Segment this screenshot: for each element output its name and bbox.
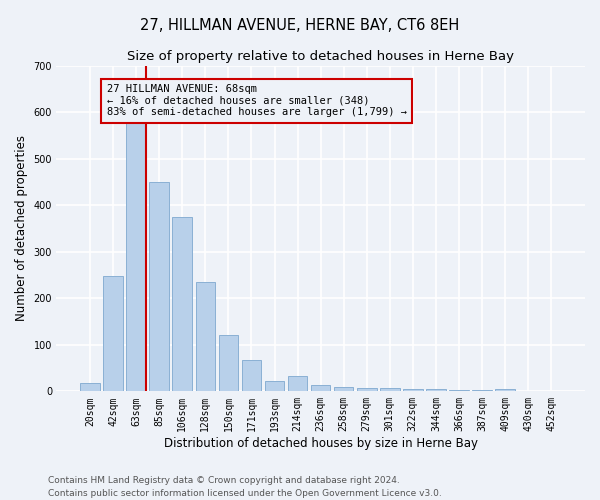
Bar <box>242 360 261 392</box>
Bar <box>495 389 515 392</box>
Bar <box>449 390 469 392</box>
Bar <box>218 336 238 392</box>
Bar <box>196 282 215 392</box>
Bar <box>172 217 192 392</box>
Bar <box>288 376 307 392</box>
Text: 27 HILLMAN AVENUE: 68sqm
← 16% of detached houses are smaller (348)
83% of semi-: 27 HILLMAN AVENUE: 68sqm ← 16% of detach… <box>107 84 407 117</box>
Bar <box>357 388 377 392</box>
Text: Contains HM Land Registry data © Crown copyright and database right 2024.
Contai: Contains HM Land Registry data © Crown c… <box>48 476 442 498</box>
Bar <box>380 388 400 392</box>
Bar <box>426 389 446 392</box>
Bar <box>311 385 331 392</box>
Bar <box>80 383 100 392</box>
Bar <box>403 389 422 392</box>
Title: Size of property relative to detached houses in Herne Bay: Size of property relative to detached ho… <box>127 50 514 63</box>
X-axis label: Distribution of detached houses by size in Herne Bay: Distribution of detached houses by size … <box>164 437 478 450</box>
Bar <box>149 182 169 392</box>
Bar <box>334 386 353 392</box>
Text: 27, HILLMAN AVENUE, HERNE BAY, CT6 8EH: 27, HILLMAN AVENUE, HERNE BAY, CT6 8EH <box>140 18 460 32</box>
Y-axis label: Number of detached properties: Number of detached properties <box>15 136 28 322</box>
Bar <box>103 276 123 392</box>
Bar <box>265 380 284 392</box>
Bar <box>472 390 492 392</box>
Bar <box>127 118 146 392</box>
